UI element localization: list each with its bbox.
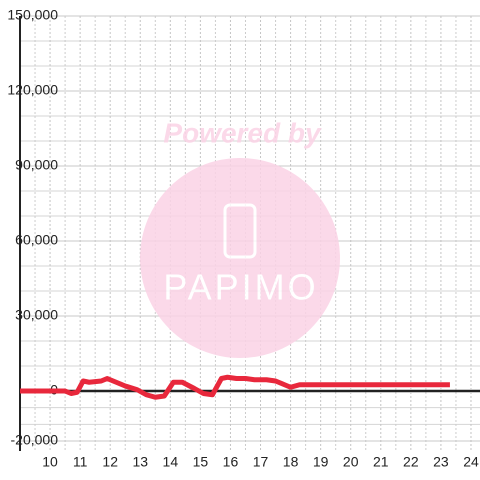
x-tick-label: 12 [102,454,118,470]
x-tick-label: 15 [193,454,209,470]
watermark-caption: Powered by [163,117,322,148]
grid [20,15,480,451]
watermark-logo: PAPIMO [163,267,318,308]
y-tick-label: 30,000 [15,307,58,323]
x-tick-label: 19 [313,454,329,470]
plot: -20,000030,00060,00090,000120,000150,000… [7,7,479,470]
y-tick-label: 90,000 [15,157,58,173]
x-tick-label: 22 [403,454,419,470]
x-tick-label: 21 [373,454,389,470]
x-tick-label: 16 [223,454,239,470]
x-tick-label: 13 [132,454,148,470]
watermark: Powered by PAPIMO [140,117,340,358]
x-tick-label: 18 [283,454,299,470]
x-tick-label: 23 [433,454,449,470]
x-tick-label: 14 [163,454,179,470]
x-tick-label: 10 [42,454,58,470]
x-tick-label: 17 [253,454,269,470]
y-tick-label: 120,000 [7,82,58,98]
line [20,374,450,400]
y-tick-label: 60,000 [15,232,58,248]
y-tick-label: 150,000 [7,7,58,23]
x-tick-label: 24 [463,454,479,470]
watermark-phone [223,203,257,259]
x-tick-label: 11 [73,454,88,470]
y-tick-label: -20,000 [11,432,59,448]
x-tick-label: 20 [343,454,359,470]
